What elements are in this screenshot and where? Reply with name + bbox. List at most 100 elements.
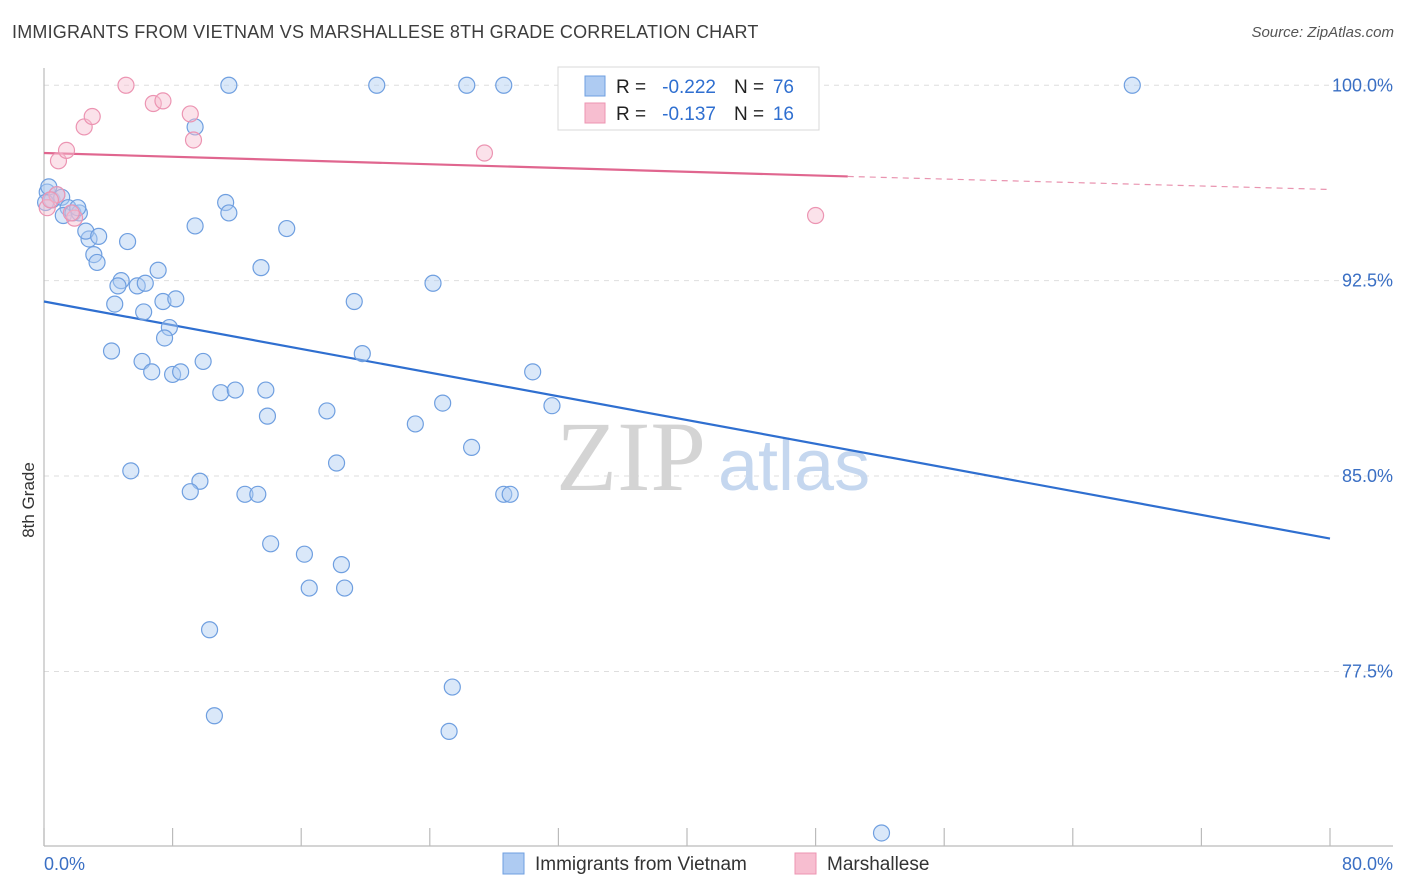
trend-layer <box>43 151 1331 540</box>
vietnam-data-point <box>136 274 154 292</box>
marshallese-data-point <box>184 131 203 149</box>
vietnam-data-point <box>353 345 371 363</box>
vietnam-data-point <box>501 485 519 503</box>
vietnam-data-point <box>495 76 513 94</box>
vietnam-data-point <box>109 277 127 295</box>
y-axis-label: 8th Grade <box>19 462 38 538</box>
marshallese-data-point <box>57 141 76 159</box>
vietnam-data-point <box>112 272 130 290</box>
vietnam-data-point <box>149 261 167 279</box>
watermark-atlas: atlas <box>718 426 870 506</box>
marshallese-data-point <box>41 191 60 209</box>
vietnam-data-point <box>345 292 363 311</box>
stat-r-label: R = <box>616 77 646 98</box>
vietnam-data-point <box>262 535 280 553</box>
vietnam-data-point <box>434 394 452 412</box>
vietnam-data-point <box>368 76 386 94</box>
points-layer <box>37 76 1141 842</box>
vietnam-data-point <box>236 485 254 503</box>
marshallese-data-point <box>62 204 80 222</box>
vietnam-data-point <box>102 342 121 360</box>
vietnam-data-point <box>220 204 238 222</box>
vietnam-data-point <box>336 579 354 597</box>
watermark: ZIP atlas <box>556 401 870 512</box>
chart-title: IMMIGRANTS FROM VIETNAM VS MARSHALLESE 8… <box>12 22 759 42</box>
stat-r-value: -0.222 <box>662 77 716 98</box>
vietnam-data-point <box>186 217 204 235</box>
legend-label-marshallese: Marshallese <box>827 854 929 875</box>
marshallese-data-point <box>806 206 825 225</box>
vietnam-data-point <box>118 232 137 251</box>
stat-n-value: 16 <box>773 104 794 125</box>
stat-n-value: 76 <box>773 77 794 98</box>
vietnam-data-point <box>872 824 891 842</box>
vietnam-data-point <box>217 193 235 212</box>
legend-swatch-vietnam <box>502 852 525 875</box>
grid-layer <box>44 84 1390 672</box>
vietnam-data-point <box>495 485 513 503</box>
vietnam-data-point <box>181 483 199 501</box>
vietnam-data-point <box>220 76 238 94</box>
vietnam-data-point <box>154 292 172 311</box>
legend-label-vietnam: Immigrants from Vietnam <box>535 854 747 875</box>
vietnam-data-point <box>155 329 174 347</box>
vietnam-data-point <box>458 76 476 94</box>
vietnam-data-point <box>88 253 106 272</box>
vietnam-data-point <box>300 579 318 597</box>
vietnam-data-point <box>406 415 424 433</box>
vietnam-data-point <box>143 363 161 381</box>
vietnam-data-point <box>332 556 350 574</box>
source-credit: Source: ZipAtlas.com <box>1251 24 1394 41</box>
vietnam-data-point <box>122 462 140 480</box>
vietnam-data-point <box>172 363 190 381</box>
marshallese-trend-extension <box>847 175 1331 191</box>
vietnam-data-point <box>226 381 244 399</box>
vietnam-data-point <box>318 402 336 420</box>
watermark-zip: ZIP <box>556 401 706 512</box>
y-tick-label: 85.0% <box>1342 466 1393 486</box>
vietnam-data-point <box>135 303 153 321</box>
vietnam-data-point <box>77 222 95 240</box>
marshallese-data-point <box>117 76 135 94</box>
vietnam-data-point <box>440 722 458 740</box>
vietnam-data-point <box>53 188 71 206</box>
vietnam-data-point <box>462 438 481 456</box>
y-tick-label: 100.0% <box>1332 75 1393 95</box>
axes-layer: 77.5% 85.0% 92.5% 100.0% 0.0% 80.0% <box>43 68 1393 874</box>
vietnam-data-point <box>194 352 212 371</box>
bottom-legend: Immigrants from Vietnam Marshallese <box>502 852 929 875</box>
x-tick-label: 80.0% <box>1342 854 1393 874</box>
vietnam-data-point <box>295 545 314 563</box>
stat-n-label: N = <box>734 104 764 125</box>
vietnam-data-point <box>106 295 124 313</box>
marshallese-data-point <box>83 107 101 126</box>
legend-swatch-marshallese <box>794 852 817 875</box>
vietnam-data-point <box>160 318 178 337</box>
vietnam-data-point <box>186 118 204 136</box>
marshallese-data-point <box>144 94 162 113</box>
stats-swatch-vietnam <box>584 75 606 97</box>
vietnam-data-point <box>524 363 542 381</box>
vietnam-data-point <box>278 219 296 238</box>
stat-n-label: N = <box>734 77 764 98</box>
stats-legend-box: R = -0.222 N = 76 R = -0.137 N = 16 <box>557 66 820 131</box>
x-tick-label: 0.0% <box>44 854 85 874</box>
y-tick-label: 92.5% <box>1342 271 1393 291</box>
stats-swatch-marshallese <box>584 102 606 124</box>
vietnam-data-point <box>258 407 277 425</box>
vietnam-data-point <box>257 381 275 399</box>
vietnam-data-point <box>167 290 185 308</box>
marshallese-trend-line <box>43 151 848 178</box>
marshallese-data-point <box>181 105 199 123</box>
vietnam-data-point <box>327 454 346 472</box>
vietnam-data-point <box>249 485 267 503</box>
vietnam-data-point <box>252 259 270 277</box>
vietnam-trend-line <box>43 300 1331 540</box>
vietnam-data-point <box>543 397 561 415</box>
marshallese-data-point <box>475 144 494 162</box>
stat-r-value: -0.137 <box>662 104 716 125</box>
vietnam-data-point <box>90 227 108 245</box>
vietnam-data-point <box>1123 76 1141 94</box>
vietnam-data-point <box>212 384 230 402</box>
